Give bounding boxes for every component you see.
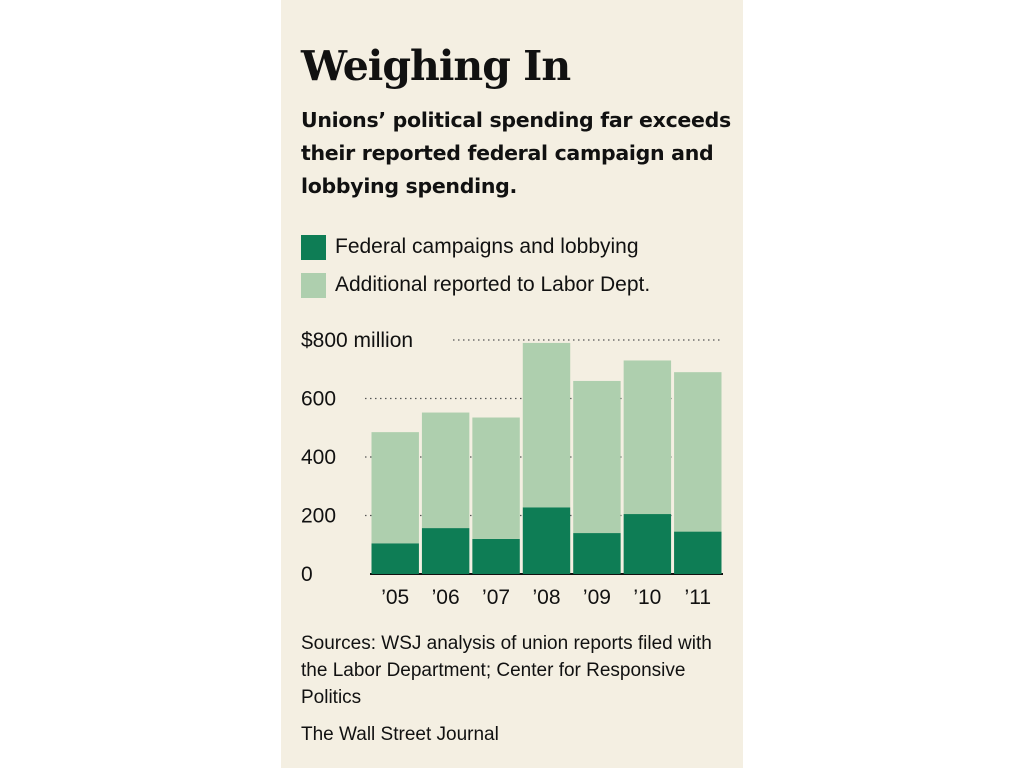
chart-card: Weighing In Unions’ political spending f… [281, 0, 743, 768]
bar-additional [522, 342, 571, 508]
bar-additional [623, 360, 672, 515]
y-tick-label: 600 [301, 388, 336, 411]
tick-labels: 0 200 400 600 $800 million ’05 ’06 ’07 ’08 ’09 ’10… [301, 329, 711, 609]
bar-additional [573, 380, 621, 534]
y-tick-label: 0 [301, 563, 313, 586]
chart-legend: Federal campaigns and lobbying Additiona… [301, 228, 650, 304]
x-tick-label: ’08 [532, 586, 560, 609]
bar-federal [522, 507, 571, 574]
chart-title: Weighing In [301, 42, 571, 90]
bar-chart: 0 200 400 600 $800 million ’05 ’06 ’07 ’08 ’09 ’10… [301, 329, 723, 609]
bar-additional [371, 432, 419, 544]
bar-federal [472, 538, 520, 574]
bar-federal [371, 543, 419, 574]
sources-note: Sources: WSJ analysis of union reports f… [301, 633, 712, 708]
bar-federal [421, 528, 470, 574]
bars [371, 342, 722, 574]
bar-federal [674, 531, 722, 574]
bar-federal [573, 533, 621, 574]
bar-additional [674, 372, 722, 532]
x-tick-label: ’07 [482, 586, 510, 609]
legend-label-federal: Federal campaigns and lobbying [335, 235, 639, 258]
publisher-credit: The Wall Street Journal [301, 724, 499, 745]
chart-subtitle: Unions’ political spending far exceeds t… [301, 108, 731, 198]
y-tick-label: $800 million [301, 329, 413, 352]
legend-item-federal: Federal campaigns and lobbying [301, 228, 650, 266]
x-tick-label: ’11 [685, 586, 711, 609]
bar-federal [623, 514, 672, 574]
y-tick-label: 400 [301, 446, 336, 469]
bar-additional [472, 417, 520, 539]
x-tick-label: ’06 [432, 586, 460, 609]
y-tick-label: 200 [301, 505, 336, 528]
legend-item-additional: Additional reported to Labor Dept. [301, 266, 650, 304]
legend-swatch-federal [301, 234, 326, 260]
x-tick-label: ’10 [633, 586, 661, 609]
legend-label-additional: Additional reported to Labor Dept. [335, 273, 651, 296]
x-tick-label: ’09 [583, 586, 611, 609]
x-tick-label: ’05 [381, 586, 409, 609]
legend-swatch-additional [301, 272, 326, 298]
bar-additional [421, 412, 470, 529]
